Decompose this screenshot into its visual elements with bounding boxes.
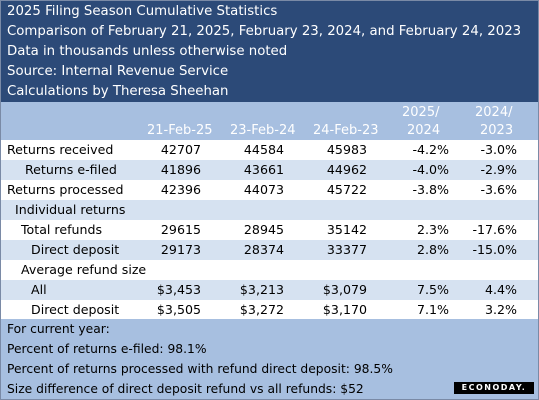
table-row: Average refund size [1,260,538,280]
table-row: Total refunds 29615 28945 35142 2.3% -17… [1,220,538,240]
table-row: All $3,453 $3,213 $3,079 7.5% 4.4% [1,280,538,300]
cell-change-25-24: 2.3% [417,222,449,237]
cell-2025: $3,453 [156,282,201,297]
column-header-2023: 24-Feb-23 [313,123,379,138]
cell-change-25-24: 7.1% [417,302,449,317]
cell-2023: 44962 [326,162,367,177]
row-label: Returns received [7,142,114,157]
column-header-change-24-23-top: 2024/ [475,105,513,120]
column-header-change-24-23-bottom: 2023 [480,123,514,138]
cell-2024: $3,272 [239,302,284,317]
table-row: Returns e-filed 41896 43661 44962 -4.0% … [1,160,538,180]
section-label: Individual returns [15,202,126,217]
cell-2024: 44073 [243,182,284,197]
table-row: Individual returns [1,200,538,220]
cell-change-24-23: -3.6% [480,182,517,197]
table-row: Returns received 42707 44584 45983 -4.2%… [1,140,538,160]
source-note: Source: Internal Revenue Service [7,64,229,79]
cell-2023: $3,079 [322,282,367,297]
column-header-2024: 23-Feb-24 [230,123,296,138]
table-subtitle: Comparison of February 21, 2025, Februar… [7,24,522,39]
cell-2024: $3,213 [239,282,284,297]
footer-direct-deposit-percent: Percent of returns processed with refund… [7,362,393,376]
table-row: Returns processed 42396 44073 45722 -3.8… [1,180,538,200]
table-row: Direct deposit 29173 28374 33377 2.8% -1… [1,240,538,260]
cell-change-24-23: -15.0% [472,242,517,257]
cell-2023: $3,170 [322,302,367,317]
table-title: 2025 Filing Season Cumulative Statistics [7,4,278,19]
cell-2024: 43661 [243,162,284,177]
cell-change-24-23: -2.9% [480,162,517,177]
cell-2025: 29615 [160,222,201,237]
cell-2023: 35142 [326,222,367,237]
row-label: Direct deposit [31,242,120,257]
cell-2024: 28374 [243,242,284,257]
column-header-change-25-24-bottom: 2024 [407,123,441,138]
cell-change-25-24: 7.5% [417,282,449,297]
cell-change-25-24: -4.0% [412,162,449,177]
cell-2025: 42396 [160,182,201,197]
row-label: Returns e-filed [25,162,117,177]
footer-refund-size-difference: Size difference of direct deposit refund… [7,382,364,396]
cell-2025: $3,505 [156,302,201,317]
table-header: 2025 Filing Season Cumulative Statistics… [1,1,538,102]
column-headers: 21-Feb-25 23-Feb-24 24-Feb-23 2025/ 2024… [1,102,538,143]
row-label: Returns processed [7,182,124,197]
cell-2023: 45983 [326,142,367,157]
cell-change-25-24: -3.8% [412,182,449,197]
cell-2024: 28945 [243,222,284,237]
cell-2024: 44584 [243,142,284,157]
cell-change-24-23: 4.4% [485,282,517,297]
cell-2025: 41896 [160,162,201,177]
table-row: Direct deposit $3,505 $3,272 $3,170 7.1%… [1,300,538,320]
credit-note: Calculations by Theresa Sheehan [7,84,229,99]
cell-2023: 33377 [326,242,367,257]
row-label: Total refunds [21,222,103,237]
cell-change-25-24: -4.2% [412,142,449,157]
cell-2025: 42707 [160,142,201,157]
econoday-logo: ECONODAY. [454,382,534,394]
column-header-change-25-24-top: 2025/ [402,105,440,120]
units-note: Data in thousands unless otherwise noted [7,44,288,59]
cell-change-24-23: 3.2% [485,302,517,317]
column-header-2025: 21-Feb-25 [147,123,213,138]
footer-heading: For current year: [7,322,110,336]
cell-change-25-24: 2.8% [417,242,449,257]
row-label: All [31,282,47,297]
table-footer: For current year: Percent of returns e-f… [1,319,538,399]
cell-change-24-23: -17.6% [472,222,517,237]
section-label: Average refund size [21,262,147,277]
cell-change-24-23: -3.0% [480,142,517,157]
row-label: Direct deposit [31,302,120,317]
cell-2023: 45722 [326,182,367,197]
footer-efiled-percent: Percent of returns e-filed: 98.1% [7,342,207,356]
cell-2025: 29173 [160,242,201,257]
